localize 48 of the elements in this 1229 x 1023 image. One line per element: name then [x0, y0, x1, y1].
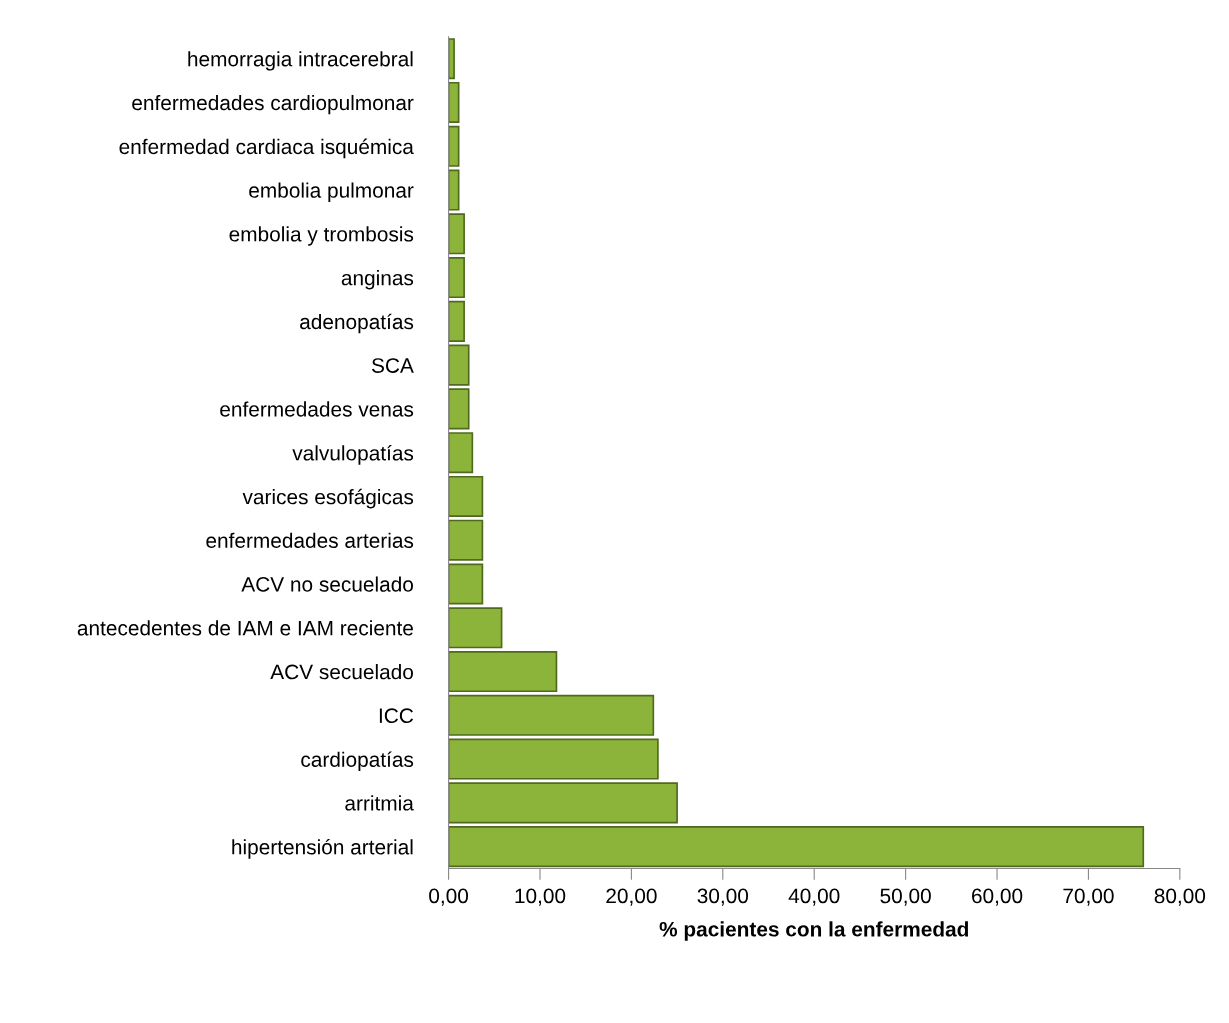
x-tick-label: 70,00	[1063, 888, 1114, 906]
bar	[448, 344, 470, 386]
bar	[448, 651, 558, 693]
y-tick-label: anginas	[341, 270, 414, 290]
y-tick-label: embolia y trombosis	[229, 226, 414, 246]
x-tick-label: 0,00	[429, 888, 469, 906]
bar	[448, 81, 460, 124]
y-tick-label: adenopatías	[300, 313, 414, 334]
y-tick-label: varices esofágicas	[242, 488, 414, 509]
y-tick-label: cardiopatías	[301, 751, 414, 772]
bar	[448, 38, 455, 80]
x-tick-label: 50,00	[880, 888, 931, 906]
y-tick-label: enfermedades venas	[220, 401, 414, 417]
x-tick-label: 20,00	[606, 888, 657, 906]
bar	[448, 125, 460, 167]
x-tick-label: 40,00	[788, 888, 840, 906]
bar	[448, 519, 484, 561]
bar	[448, 607, 503, 649]
y-tick-label: ACV no secuelado	[241, 576, 413, 592]
bar	[448, 782, 678, 824]
x-tick-label: 30,00	[697, 888, 749, 906]
bar	[448, 388, 470, 430]
y-tick-label: ACV secuelado	[270, 664, 413, 680]
bar	[448, 738, 659, 780]
y-tick-label: enfermedades cardiopulmonar	[132, 94, 414, 115]
bar	[448, 694, 655, 736]
bar	[448, 432, 474, 474]
bar	[448, 563, 484, 605]
bar	[448, 300, 465, 342]
y-tick-label: hipertensión arterial	[232, 838, 413, 859]
y-tick-label: ICC	[379, 708, 414, 724]
bar	[448, 826, 1145, 868]
y-tick-label: enfermedad cardiaca isquémica	[119, 138, 414, 159]
y-tick-label: arritmia	[345, 795, 414, 811]
x-tick-label: 80,00	[1154, 888, 1206, 906]
y-tick-label: embolia pulmonar	[249, 182, 414, 202]
x-tick-label: 10,00	[515, 888, 566, 906]
bar	[448, 475, 484, 517]
bar	[448, 169, 460, 211]
y-tick-label: enfermedades arterias	[206, 532, 414, 548]
y-tick-label: SCA	[371, 358, 414, 373]
x-tick-label: 60,00	[972, 888, 1023, 906]
y-tick-label: antecedentes de IAM e IAM reciente	[77, 620, 413, 636]
bar	[448, 213, 465, 255]
x-axis-title: % pacientes con la enfermedad	[659, 921, 968, 941]
bar	[448, 257, 465, 299]
y-tick-label: valvulopatías	[292, 445, 414, 465]
y-tick-label: hemorragia intracerebral	[188, 51, 413, 71]
